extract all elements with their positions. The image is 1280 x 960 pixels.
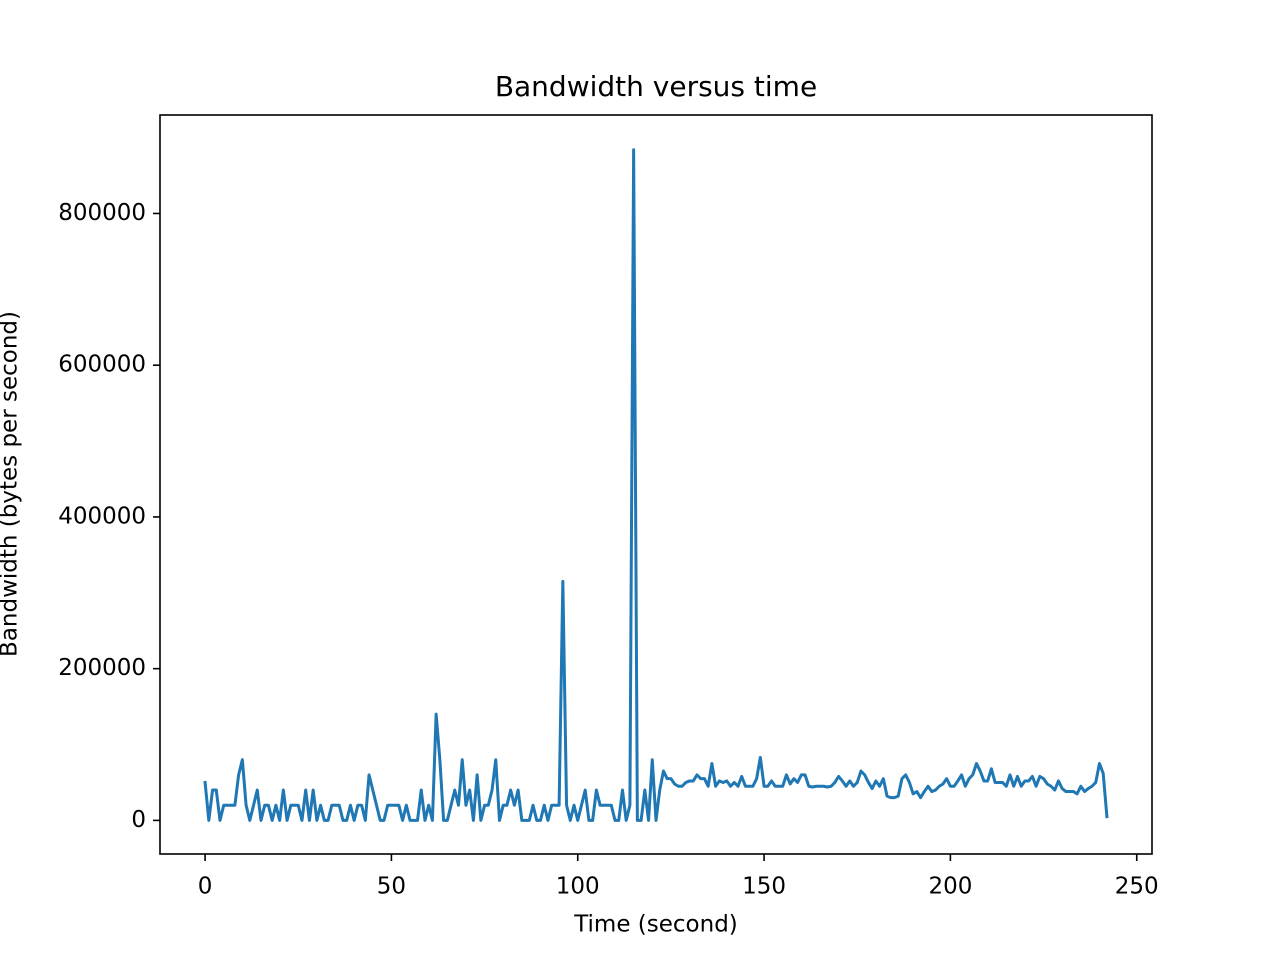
y-tick-label: 200000 (58, 655, 146, 681)
x-axis-label: Time (second) (573, 912, 738, 938)
x-tick-label: 150 (742, 874, 786, 900)
x-tick-label: 200 (928, 874, 972, 900)
y-tick-label: 0 (131, 807, 146, 833)
y-axis-label: Bandwidth (bytes per second) (0, 311, 23, 657)
y-tick-label: 800000 (58, 200, 146, 226)
data-line (203, 148, 1109, 822)
chart-title: Bandwidth versus time (495, 70, 817, 103)
x-tick-label: 0 (198, 874, 213, 900)
y-tick-label: 400000 (58, 503, 146, 529)
x-tick-label: 50 (377, 874, 406, 900)
x-tick-label: 250 (1115, 874, 1159, 900)
plot-frame (159, 114, 1153, 855)
y-tick-label: 600000 (58, 352, 146, 378)
x-tick-label: 100 (556, 874, 600, 900)
